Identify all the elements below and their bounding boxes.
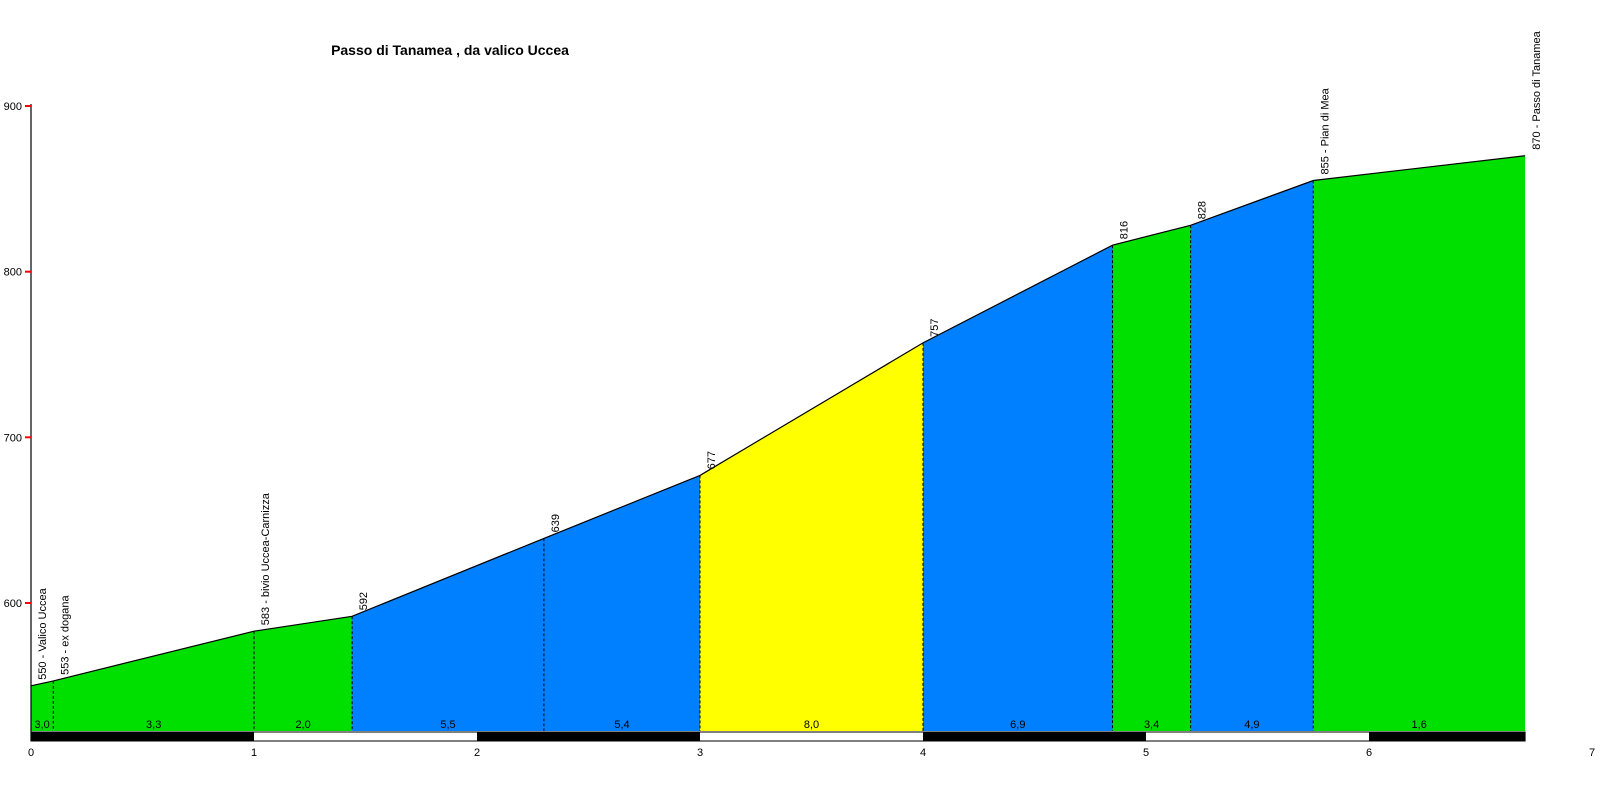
x-tick-label: 4 [920,747,926,759]
km-bar-segment [923,732,1146,741]
x-tick-label: 7 [1589,747,1595,759]
profile-segment [1190,180,1314,731]
gradient-label: 5,5 [440,719,455,731]
y-axis-tick-label: 800 [4,267,22,279]
gradient-label: 6,9 [1010,719,1025,731]
km-bar-segment [31,732,254,741]
elevation-label: 677 [706,451,718,469]
km-bar-segment [477,732,700,741]
km-bar [30,731,1526,742]
elevation-label: 583 - bivio Uccea-Carnizza [260,492,272,625]
profile-segment [1112,225,1191,732]
profile-segment [352,538,544,731]
profile-segment [700,342,923,731]
km-bar-segment [1369,732,1526,741]
gradient-label: 4,9 [1244,719,1259,731]
profile-line [30,155,1526,687]
x-tick-label: 5 [1143,747,1149,759]
profile-segment [53,631,254,731]
elevation-label: 592 [358,592,370,610]
elevation-label: 816 [1119,221,1131,239]
gradient-label: 3,0 [34,719,49,731]
profile-segment [31,680,54,731]
elevation-label: 855 - Pian di Mea [1319,87,1331,174]
gradient-label: 3,4 [1144,719,1159,731]
x-tick-label: 1 [251,747,257,759]
x-tick-label: 2 [474,747,480,759]
y-axis-tick-label: 600 [4,598,22,610]
x-tick-label: 6 [1366,747,1372,759]
gradient-label: 8,0 [804,719,819,731]
gradient-label: 5,4 [614,719,629,731]
gradient-label: 3,3 [146,719,161,731]
y-axis-tick-label: 700 [4,432,22,444]
profile-segment [923,245,1113,731]
elevation-label: 828 [1197,201,1209,219]
profile-segment [543,475,700,731]
elevation-label: 639 [550,514,562,532]
elevation-label: 757 [929,319,941,337]
elevation-label: 870 - Passo di Tanamea [1531,30,1543,149]
profile-segment [254,616,353,731]
x-tick-label: 3 [697,747,703,759]
elevation-label: 553 - ex dogana [59,595,71,675]
profile-segment [1313,155,1526,731]
gradient-label: 2,0 [295,719,310,731]
chart-body: 600 700 800 900 0 1 2 3 4 5 6 7 3,0 3,3 2,0 5,5 5,4 8,0 6,… [4,30,1595,759]
x-tick-label: 0 [28,747,34,759]
elevation-label: 550 - Valico Uccea [37,587,49,679]
gradient-label: 1,6 [1412,719,1427,731]
y-axis-tick-label: 900 [4,101,22,113]
chart-title: Passo di Tanamea , da valico Uccea [331,42,569,58]
